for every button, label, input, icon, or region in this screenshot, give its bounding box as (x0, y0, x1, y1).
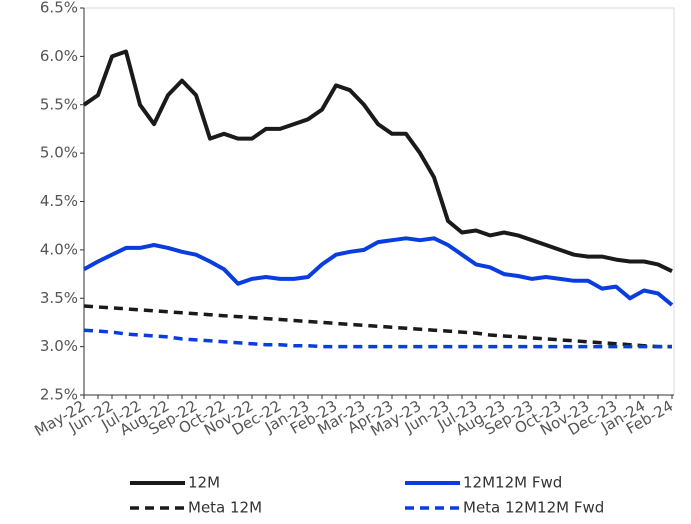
y-tick-label: 2.5% (40, 386, 78, 404)
series-line (83, 236, 674, 307)
series-line (82, 49, 673, 273)
series-line (83, 328, 672, 349)
y-tick-label: 6.5% (40, 0, 78, 17)
y-tick-label: 3.0% (40, 337, 78, 355)
legend-label: Meta 12M (188, 499, 262, 517)
y-tick-label: 4.0% (40, 240, 78, 258)
y-tick-label: 4.5% (40, 192, 78, 210)
series-line (83, 304, 672, 349)
legend-label: 12M (188, 474, 220, 492)
y-tick-label: 6.0% (40, 47, 78, 65)
y-tick-label: 3.5% (40, 289, 78, 307)
legend-label: 12M12M Fwd (463, 474, 562, 492)
plot-frame (83, 7, 675, 396)
y-tick-label: 5.0% (40, 144, 78, 162)
y-tick-label: 5.5% (40, 95, 78, 113)
legend-label: Meta 12M12M Fwd (463, 499, 604, 517)
